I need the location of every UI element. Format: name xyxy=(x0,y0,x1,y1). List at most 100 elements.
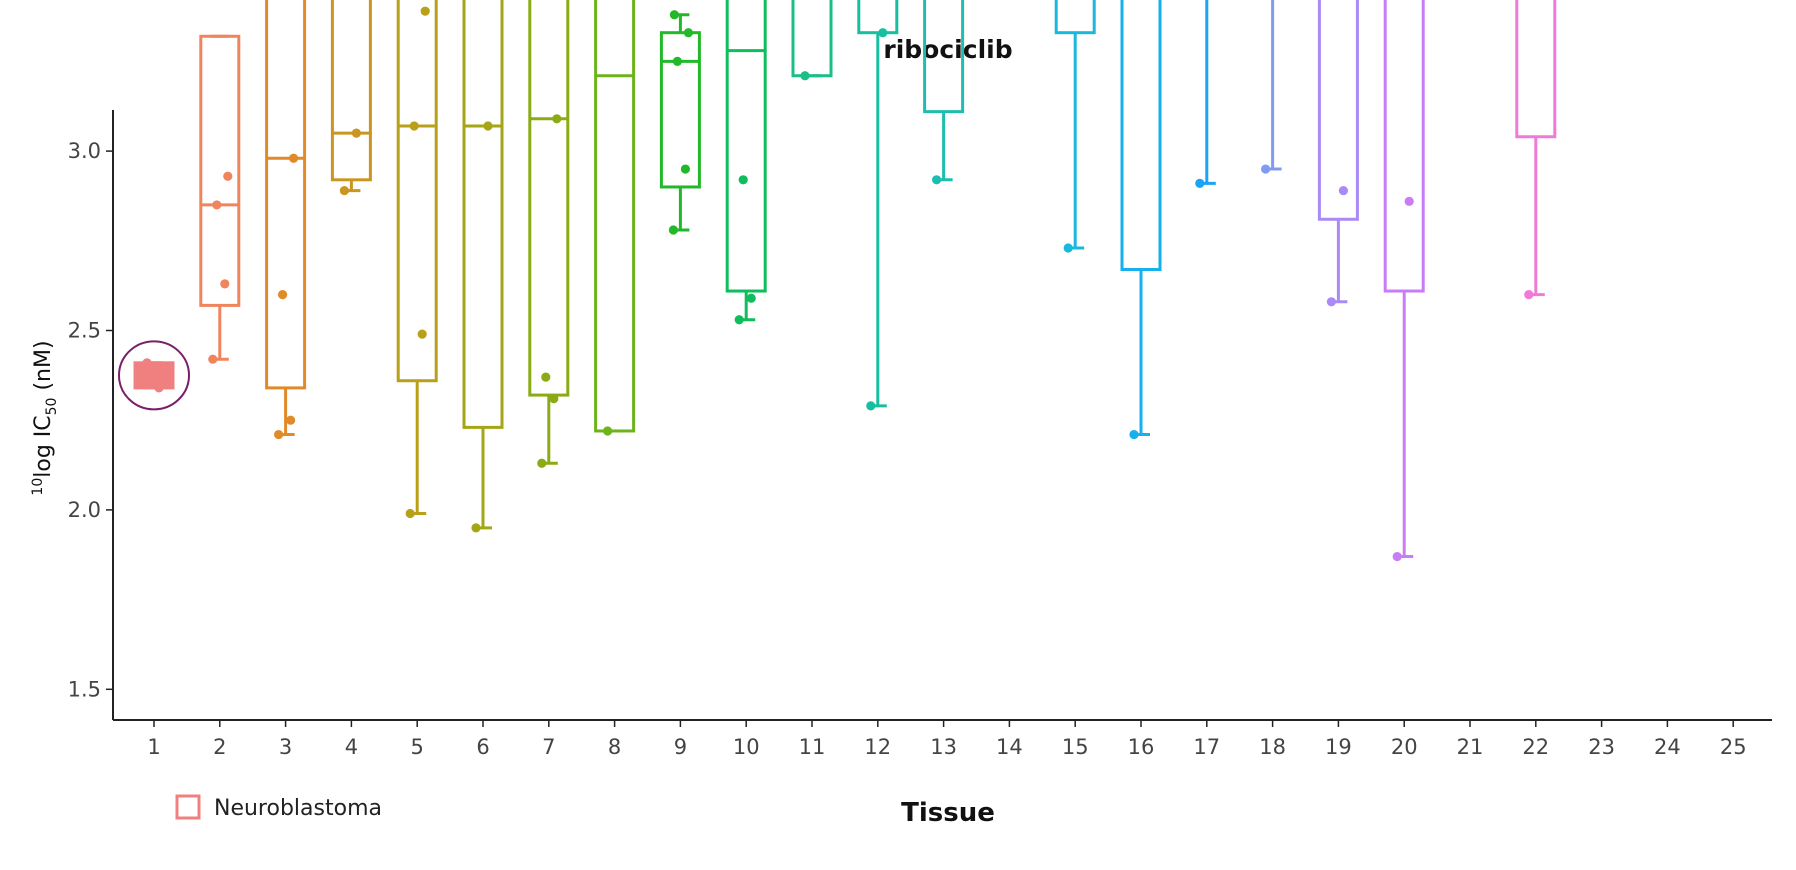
x-tick-label: 9 xyxy=(674,735,687,759)
box-group xyxy=(857,0,899,411)
x-tick-label: 14 xyxy=(996,735,1023,759)
data-point xyxy=(1261,164,1271,174)
plot-area xyxy=(118,0,1557,562)
legend: Neuroblastoma xyxy=(175,794,382,821)
data-point xyxy=(1326,297,1336,307)
data-point xyxy=(669,10,680,20)
box-group xyxy=(1383,0,1425,562)
box-iqr xyxy=(594,0,636,433)
box-group xyxy=(1261,0,1282,174)
x-tick-label: 7 xyxy=(542,735,555,759)
data-point xyxy=(537,458,547,468)
data-point xyxy=(878,28,888,38)
chart-title: ribociclib xyxy=(883,35,1012,64)
box-group xyxy=(199,34,241,364)
data-point xyxy=(549,394,559,404)
x-tick-label: 16 xyxy=(1128,735,1155,759)
box-group xyxy=(923,0,965,185)
box-iqr xyxy=(330,0,372,182)
data-point xyxy=(220,279,230,289)
box-iqr xyxy=(857,0,899,35)
x-tick-label: 22 xyxy=(1522,735,1549,759)
data-point xyxy=(483,121,493,131)
data-point xyxy=(1404,196,1414,206)
data-point xyxy=(734,315,744,325)
box-group xyxy=(133,358,175,393)
x-tick-label: 25 xyxy=(1720,735,1747,759)
box-group xyxy=(725,0,767,325)
x-tick-label: 13 xyxy=(930,735,957,759)
box-group xyxy=(528,0,570,468)
x-tick-label: 4 xyxy=(345,735,358,759)
data-point xyxy=(339,185,349,196)
x-tick-label: 20 xyxy=(1391,735,1418,759)
data-point xyxy=(603,426,613,436)
data-point xyxy=(405,508,415,519)
box-group xyxy=(462,0,504,533)
box-group xyxy=(1195,0,1216,188)
x-tick-label: 24 xyxy=(1654,735,1681,759)
data-point xyxy=(417,329,427,339)
data-point xyxy=(866,401,876,411)
box-group xyxy=(1054,0,1096,253)
x-tick-label: 6 xyxy=(476,735,489,759)
x-tick-label: 3 xyxy=(279,735,292,759)
data-point xyxy=(932,175,942,185)
x-tick-label: 5 xyxy=(411,735,424,759)
data-point xyxy=(154,383,164,393)
data-point xyxy=(1195,178,1205,188)
box-group xyxy=(330,0,372,196)
data-point xyxy=(208,354,218,364)
x-tick-label: 10 xyxy=(733,735,760,759)
data-point xyxy=(800,71,810,81)
y-axis-label-subscript: 50 xyxy=(44,398,60,416)
box-iqr xyxy=(1054,0,1096,35)
data-point xyxy=(541,372,551,382)
x-tick-label: 1 xyxy=(147,735,160,759)
y-tick-label: 3.0 xyxy=(68,139,101,163)
data-point xyxy=(680,164,691,174)
y-axis-label: 10log IC50 (nM) xyxy=(30,340,60,495)
x-tick-label: 21 xyxy=(1457,735,1484,759)
data-point xyxy=(274,429,284,440)
box-group xyxy=(594,0,636,436)
box-iqr xyxy=(923,0,965,114)
data-point xyxy=(1392,551,1402,562)
data-point xyxy=(212,200,222,210)
y-axis: 1.52.02.53.03.54.04.5 xyxy=(68,110,114,720)
data-point xyxy=(746,293,756,303)
y-axis-label-superscript: 10 xyxy=(30,478,46,496)
box-iqr xyxy=(1317,0,1359,221)
data-point xyxy=(223,171,233,181)
legend-swatch xyxy=(175,794,201,820)
data-point xyxy=(420,6,430,16)
data-point xyxy=(1338,185,1348,196)
y-tick-label: 2.0 xyxy=(68,498,101,522)
data-point xyxy=(409,121,419,131)
highlight-circle xyxy=(118,340,190,411)
box-iqr xyxy=(791,0,833,78)
data-point xyxy=(146,368,156,379)
x-tick-label: 18 xyxy=(1259,735,1286,759)
box-group xyxy=(659,10,701,235)
data-point xyxy=(286,415,296,425)
data-point xyxy=(672,56,683,66)
data-point xyxy=(552,114,562,124)
data-point xyxy=(668,225,679,235)
x-tick-label: 17 xyxy=(1193,735,1220,759)
data-point xyxy=(278,290,288,300)
box-group xyxy=(396,0,438,519)
x-tick-label: 2 xyxy=(213,735,226,759)
y-tick-label: 1.5 xyxy=(68,677,101,701)
data-point xyxy=(1524,290,1534,300)
box-iqr xyxy=(1515,0,1557,139)
data-point xyxy=(142,358,152,368)
data-point xyxy=(738,175,748,185)
x-axis: 1 2 3 4 5 6 7 8 9 10 11 12 13 14 15 16 17 18 19 20 21 22 23 24 2… xyxy=(113,719,1772,759)
data-point xyxy=(1129,429,1139,440)
box-group xyxy=(265,0,307,440)
box-iqr xyxy=(199,34,241,307)
box-iqr xyxy=(1120,0,1162,272)
box-group xyxy=(791,0,833,81)
